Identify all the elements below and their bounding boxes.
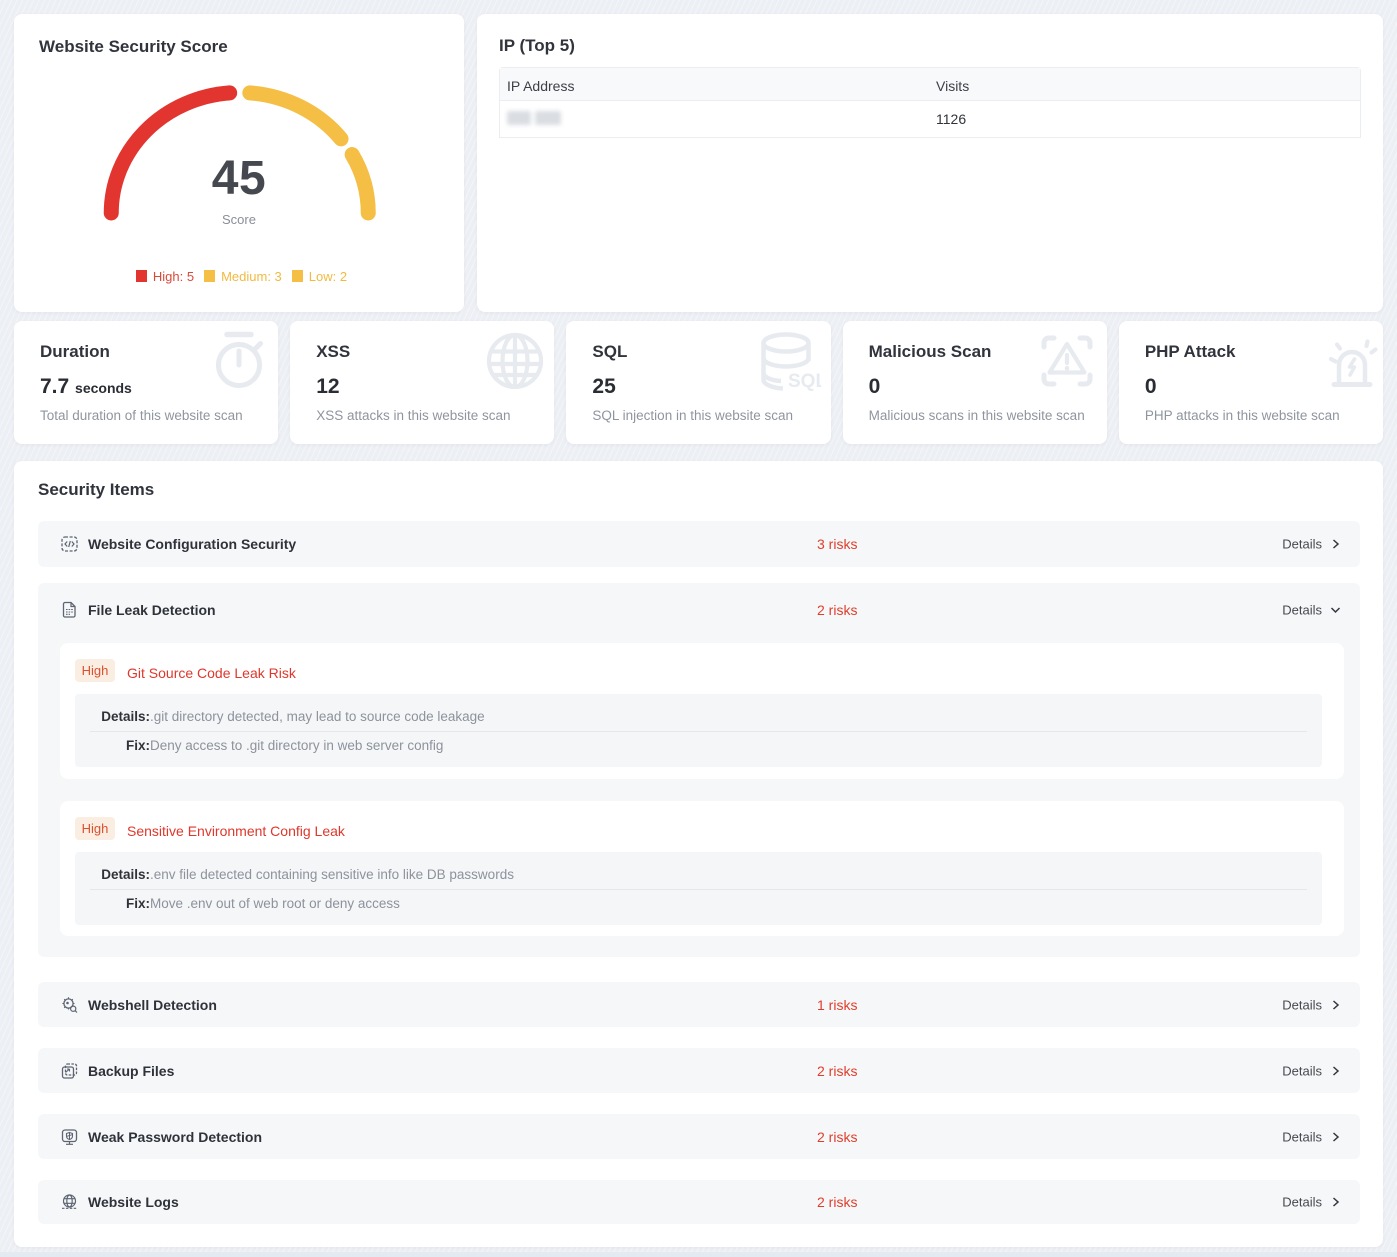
svg-text:SQL: SQL	[788, 371, 821, 391]
